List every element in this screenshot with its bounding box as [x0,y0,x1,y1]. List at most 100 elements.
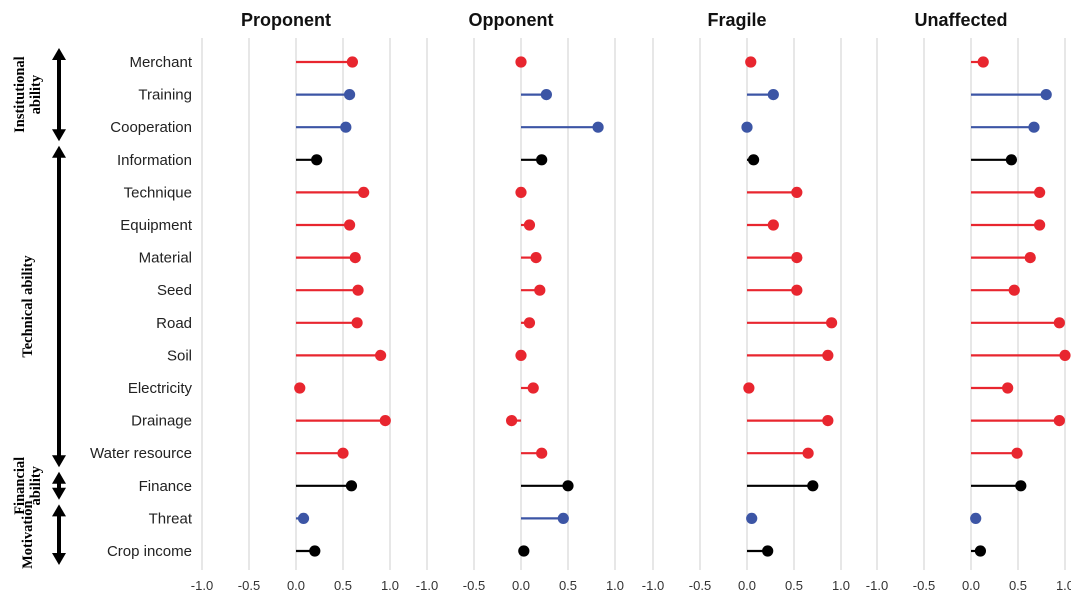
lollipop-point [311,154,323,166]
lollipop-point [294,382,306,394]
category-label: Information [117,152,192,169]
lollipop-point [743,382,755,394]
category-label: Equipment [120,217,193,234]
category-label: Crop income [107,543,192,560]
arrow-up-icon [52,145,66,158]
x-tick-label: -1.0 [866,578,888,593]
lollipop-point [1059,349,1071,361]
x-tick-label: 1.0 [832,578,850,593]
group-label: ability [28,465,44,505]
category-label: Seed [157,282,192,299]
lollipop-point [530,252,542,264]
group-bracket: Technical ability [20,145,66,468]
lollipop-point [534,284,546,296]
lollipop-point [343,219,356,231]
panel-title: Fragile [707,10,766,30]
x-tick-label: 1.0 [381,578,399,593]
category-label: Finance [139,478,192,495]
lollipop-point [515,186,527,198]
lollipop-point [762,545,774,557]
lollipop-point [746,512,758,525]
lollipop-point [515,349,527,361]
lollipop-point [540,89,552,101]
group-bracket: Institutional ability [12,48,66,142]
panels: Proponent Opponent Fragile Unaffected [241,10,1071,557]
x-tick-label: 0.0 [287,578,305,593]
category-label: Material [139,250,192,267]
x-tick-label: 0.5 [1009,578,1027,593]
lollipop-point [767,89,779,101]
lollipop-point [527,382,539,394]
x-tick-label: -0.5 [913,578,935,593]
category-label: Water resource [90,445,192,462]
x-tick-label: -1.0 [191,578,213,593]
group-label: Motivation [20,500,36,568]
x-tick-label: 0.0 [962,578,980,593]
lollipop-point [1040,89,1052,101]
x-axis-ticks: -1.0 -0.5 0.0 0.5 1.0 -1.0 -0.5 0.0 0.5 1.0 -1.0 -0… [191,578,1071,593]
panel-fragile: Fragile [707,10,838,557]
lollipop-point [802,447,814,459]
lollipop-point [977,56,989,68]
lollipop-point [1053,415,1065,427]
lollipop-point [518,545,530,557]
lollipop-point [358,186,370,198]
arrow-down-icon [52,129,66,142]
lollipop-point [1034,219,1046,231]
x-tick-label: -0.5 [689,578,711,593]
group-label: Institutional [12,56,28,133]
lollipop-point [791,186,803,198]
lollipop-point [745,56,757,68]
lollipop-point [592,121,604,133]
panel-title: Unaffected [914,10,1007,30]
panel-title: Proponent [241,10,331,30]
x-tick-label: -1.0 [416,578,438,593]
category-label: Soil [167,347,192,364]
lollipop-point [340,121,352,133]
panel-proponent: Proponent [241,10,391,557]
arrow-up-icon [52,471,66,484]
arrow-down-icon [52,553,66,565]
lollipop-point [767,219,779,231]
lollipop-point [1011,447,1023,459]
category-label: Cooperation [110,119,192,136]
panel-title: Opponent [469,10,554,30]
category-label: Merchant [129,54,192,71]
lollipop-point [506,415,518,427]
lollipop-point [351,317,363,329]
lollipop-point [791,252,803,264]
lollipop-point [1028,121,1040,133]
lollipop-point [1008,284,1020,296]
lollipop-point [822,415,834,427]
panel-unaffected: Unaffected [914,10,1071,557]
lollipop-point [1024,252,1036,264]
x-tick-label: 1.0 [606,578,624,593]
lollipop-point [791,284,803,296]
lollipop-point [345,480,358,492]
x-tick-label: -1.0 [642,578,664,593]
lollipop-point [1002,382,1014,394]
arrow-up-icon [52,504,66,517]
lollipop-point [826,317,838,329]
lollipop-point [1034,186,1046,198]
lollipop-point [523,317,536,329]
lollipop-point [523,219,536,231]
lollipop-point [375,349,387,361]
lollipop-point [822,349,834,361]
lollipop-point [349,252,361,264]
x-tick-label: 0.5 [559,578,577,593]
lollipop-point [807,480,819,492]
x-tick-label: 1.0 [1056,578,1071,593]
x-tick-label: -0.5 [463,578,485,593]
group-bracket: Financial ability [12,457,66,515]
lollipop-point [309,545,321,557]
category-label: Drainage [131,413,192,430]
lollipop-point [974,545,987,557]
group-label: ability [28,74,44,114]
category-label: Electricity [128,380,193,397]
x-tick-label: 0.5 [334,578,352,593]
lollipop-point [343,89,356,101]
group-label: Financial [12,457,28,515]
category-label: Threat [149,510,193,527]
